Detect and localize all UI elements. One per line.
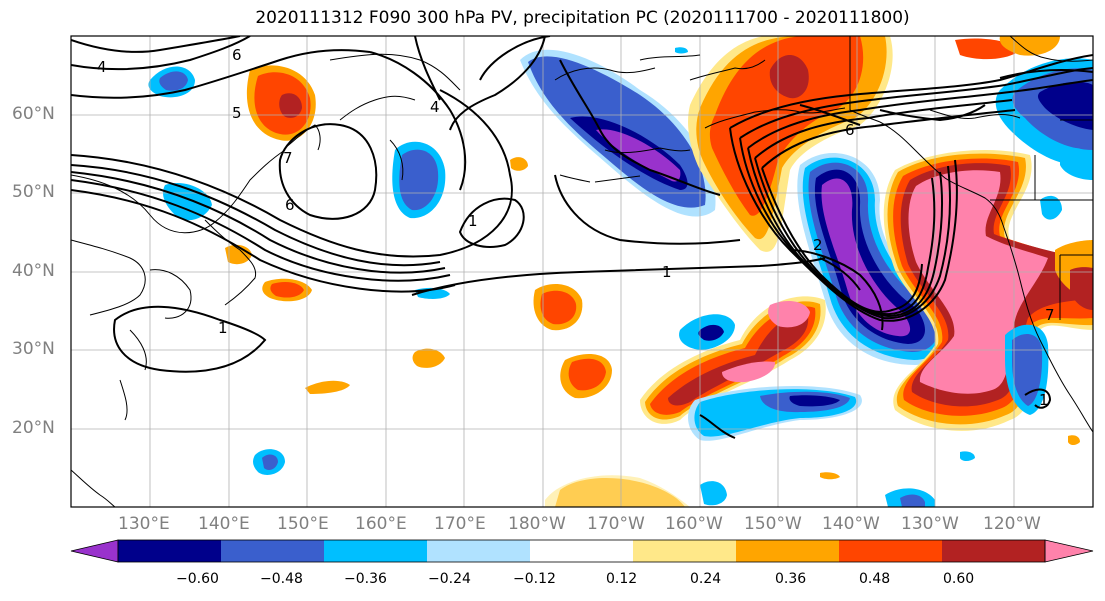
colorbar-cell [530, 540, 634, 562]
colorbar-cell [324, 540, 428, 562]
colorbar-cell [736, 540, 840, 562]
colorbar [70, 539, 1094, 563]
contour-label: 4 [430, 98, 440, 116]
colorbar-tick-label: 0.24 [690, 571, 722, 587]
lon-label: 130°E [118, 514, 170, 534]
contour-label: 5 [232, 104, 242, 122]
lon-label: 140°W [822, 514, 880, 534]
lon-label: 130°W [901, 514, 959, 534]
colorbar-cell [839, 540, 943, 562]
colorbar-cell [942, 540, 1046, 562]
contour-label: 1 [468, 212, 478, 230]
lon-label: 160°E [355, 514, 407, 534]
colorbar-tick-label: −0.36 [344, 571, 387, 587]
colorbar-cell [118, 540, 222, 562]
colorbar-tick-label: −0.60 [176, 571, 219, 587]
lon-label: 140°E [198, 514, 250, 534]
map-title: 2020111312 F090 300 hPa PV, precipitatio… [255, 8, 910, 28]
colorbar-tick-label: −0.48 [260, 571, 303, 587]
lon-label: 170°E [434, 514, 486, 534]
colorbar-extend-max [1044, 539, 1094, 563]
pv-contours [71, 36, 1093, 439]
contour-label: 1 [662, 263, 672, 281]
contour-label: 7 [283, 149, 293, 167]
contour-label: 4 [97, 58, 107, 76]
lat-label: 60°N [12, 104, 55, 124]
colorbar-tick-label: −0.24 [428, 571, 471, 587]
contour-label: 6 [285, 196, 295, 214]
lon-label: 160°W [665, 514, 723, 534]
lat-label: 50°N [12, 182, 55, 202]
colorbar-tick-label: 0.60 [943, 571, 975, 587]
contour-label: 7 [1045, 306, 1055, 324]
colorbar-tick-label: 0.48 [859, 571, 891, 587]
lat-label: 20°N [12, 418, 55, 438]
colorbar-cell [633, 540, 737, 562]
colorbar-tick-label: 0.12 [606, 571, 638, 587]
gridlines [71, 36, 1093, 507]
lon-label: 120°W [983, 514, 1041, 534]
map-frame [70, 35, 1094, 508]
contour-label: 1 [218, 319, 228, 337]
colorbar-tick-label: 0.36 [775, 571, 807, 587]
colorbar-cell [427, 540, 531, 562]
colorbar-extend-min [70, 539, 119, 563]
lon-label: 180°W [508, 514, 566, 534]
contour-label: 2 [813, 236, 823, 254]
coastlines [71, 36, 1093, 507]
colorbar-cell [221, 540, 325, 562]
map-area: 1 1 1 1 2 4 4 5 6 6 6 7 7 [71, 36, 1093, 507]
lon-label: 170°W [587, 514, 645, 534]
contour-label: 6 [232, 46, 242, 64]
contour-label: 1 [1039, 391, 1049, 409]
contour-label: 6 [845, 121, 855, 139]
colorbar-tick-label: −0.12 [513, 571, 556, 587]
lon-label: 150°E [277, 514, 329, 534]
contour-labels: 1 1 1 1 2 4 4 5 6 6 6 7 7 [97, 46, 1055, 409]
lat-label: 40°N [12, 261, 55, 281]
lon-label: 150°W [744, 514, 802, 534]
lat-label: 30°N [12, 339, 55, 359]
